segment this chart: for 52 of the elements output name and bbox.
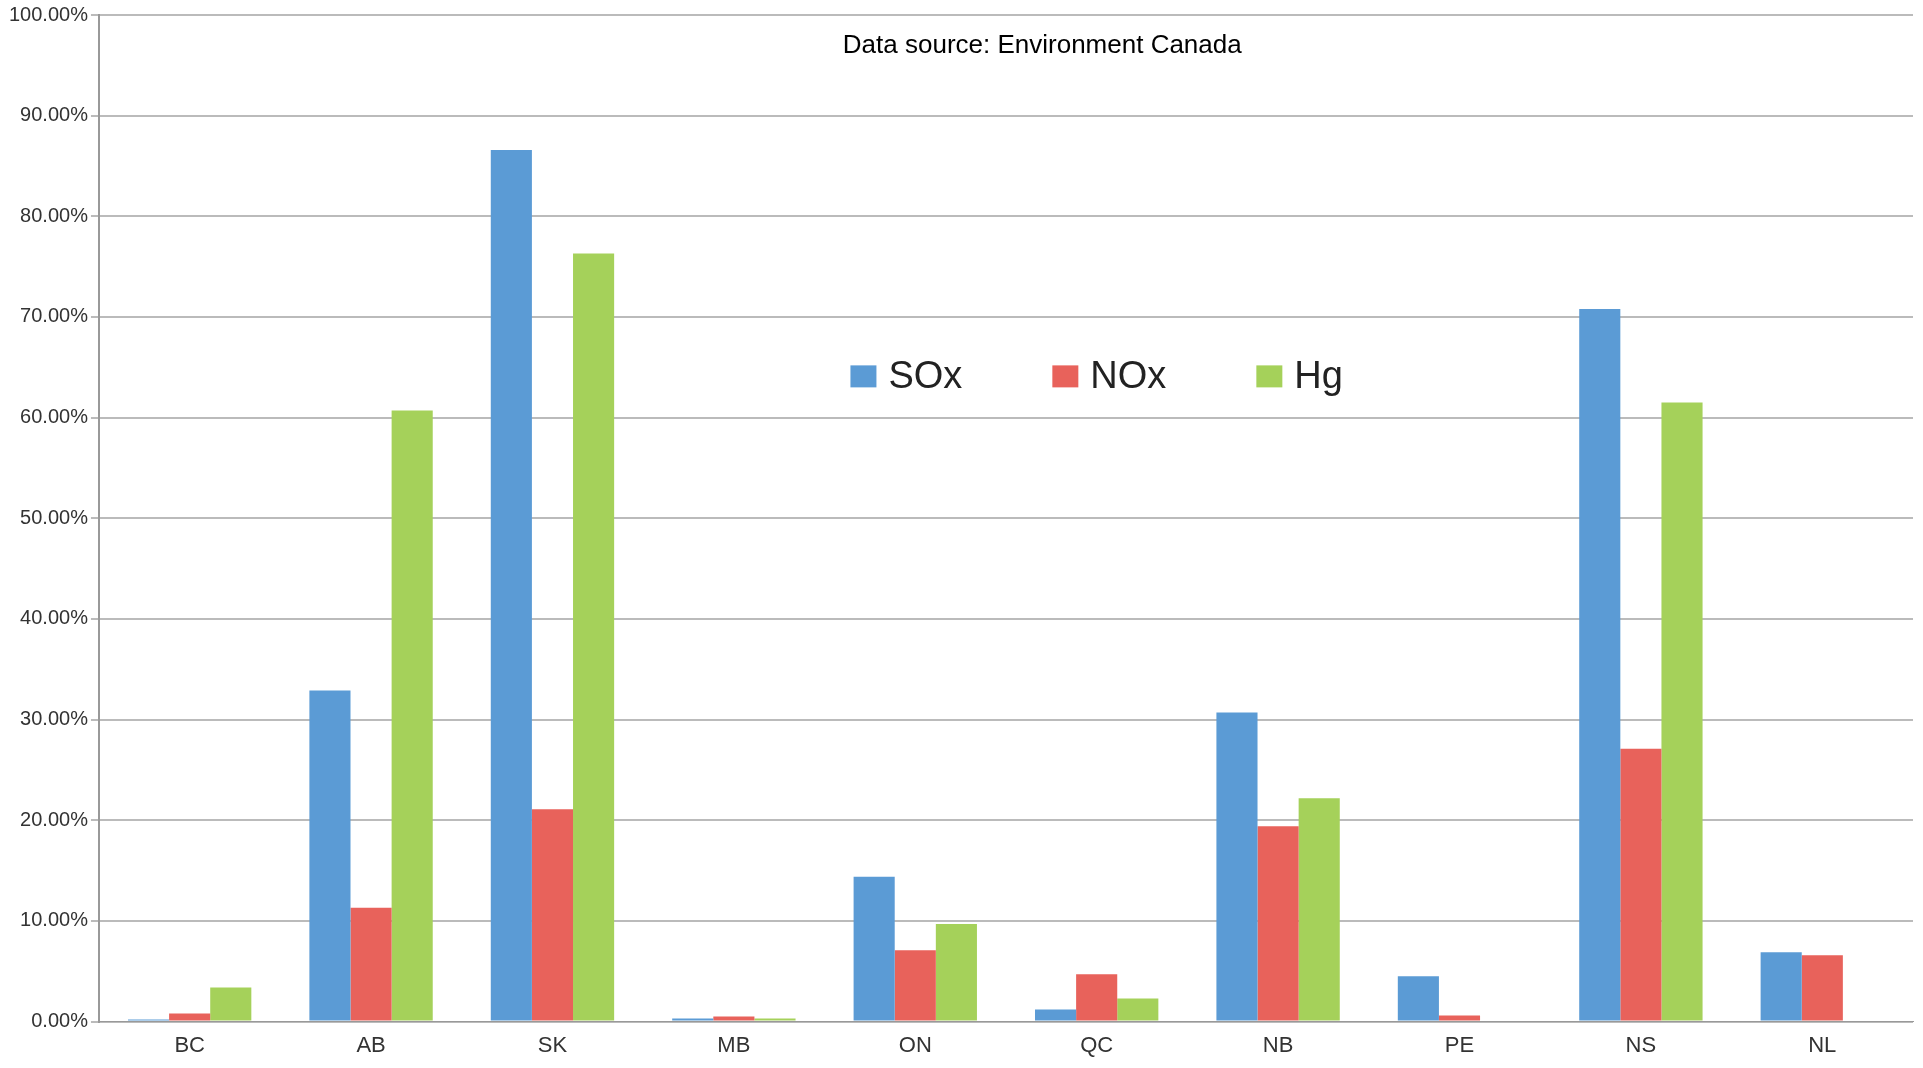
bar	[1760, 952, 1802, 1021]
bar	[1438, 1015, 1481, 1021]
x-tick-label: PE	[1444, 1031, 1475, 1057]
bar	[1076, 974, 1118, 1021]
x-tick-label: NB	[1262, 1031, 1294, 1057]
bar	[853, 876, 895, 1021]
bar	[531, 809, 574, 1021]
y-tick-label: 50.00%	[20, 505, 89, 528]
bar	[1620, 748, 1662, 1021]
x-tick-label: SK	[537, 1031, 568, 1057]
bar	[1216, 712, 1258, 1021]
bar	[713, 1016, 755, 1021]
bar	[1801, 955, 1843, 1021]
x-tick-label: NS	[1625, 1031, 1657, 1057]
y-tick-label: 70.00%	[20, 304, 89, 327]
bar	[210, 987, 252, 1021]
bar	[350, 907, 392, 1021]
y-tick-label: 30.00%	[20, 707, 89, 730]
y-tick-label: 40.00%	[20, 606, 89, 629]
bar	[169, 1013, 211, 1021]
y-tick-label: 20.00%	[20, 807, 89, 830]
y-tick-label: 0.00%	[31, 1009, 89, 1032]
y-tick-label: 80.00%	[20, 203, 89, 226]
x-tick-label: AB	[356, 1031, 386, 1057]
bar	[1035, 1009, 1077, 1021]
bar	[490, 149, 532, 1021]
bar	[1579, 308, 1621, 1021]
bar	[754, 1018, 796, 1021]
bar	[573, 253, 615, 1021]
x-tick-label: ON	[898, 1031, 932, 1057]
bar	[1661, 402, 1703, 1021]
x-tick-label: MB	[717, 1031, 751, 1057]
y-tick-label: 10.00%	[20, 908, 89, 931]
x-tick-label: BC	[174, 1031, 206, 1057]
y-tick-label: 100.00%	[8, 2, 89, 25]
bar	[935, 923, 977, 1021]
bar	[1298, 798, 1340, 1021]
x-tick-label: NL	[1808, 1031, 1837, 1057]
bar	[391, 410, 433, 1021]
bar	[672, 1018, 714, 1021]
y-tick-label: 90.00%	[20, 103, 89, 126]
legend-label: NOx	[1090, 353, 1167, 396]
legend-label: SOx	[888, 353, 963, 396]
bar	[1257, 826, 1299, 1021]
x-tick-label: QC	[1080, 1031, 1114, 1057]
annotation: Data source: Environment Canada	[842, 29, 1243, 60]
bar	[1397, 976, 1439, 1021]
y-tick-label: 60.00%	[20, 405, 89, 428]
bar	[1117, 998, 1159, 1021]
bar	[309, 690, 351, 1021]
legend-label: Hg	[1294, 353, 1343, 396]
bar	[894, 950, 936, 1021]
